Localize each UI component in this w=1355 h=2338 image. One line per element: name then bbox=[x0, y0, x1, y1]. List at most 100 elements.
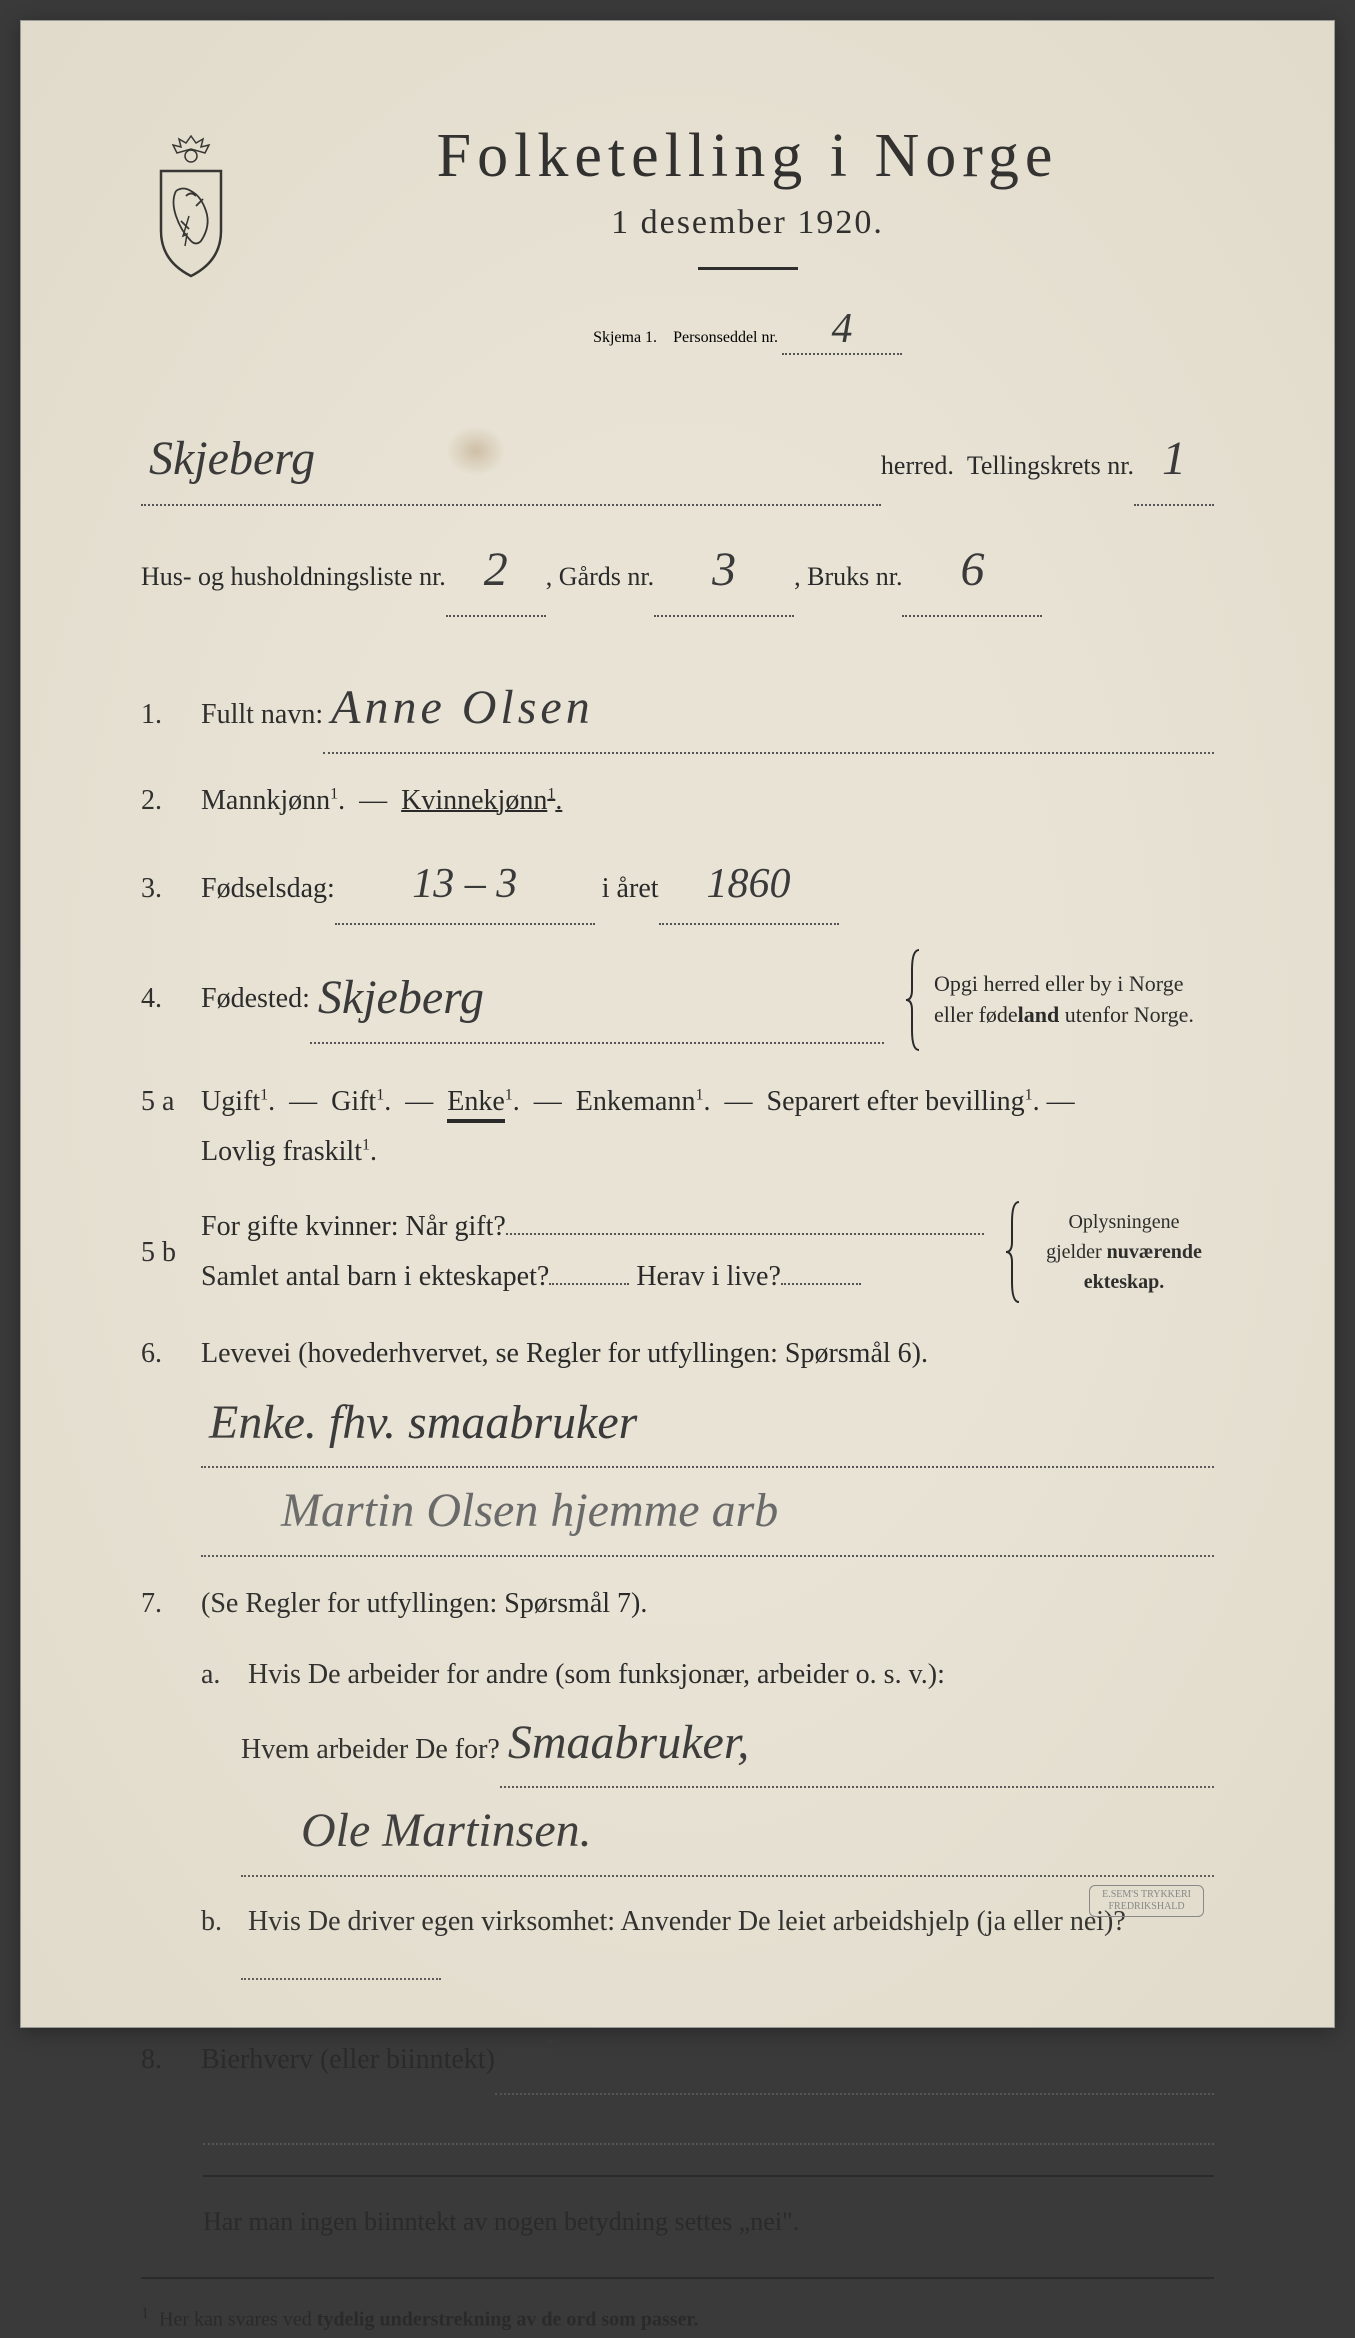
gards-label: , Gårds nr. bbox=[546, 552, 654, 601]
q4-note-bold: land bbox=[1018, 1002, 1060, 1027]
q5a-opt1: Ugift bbox=[201, 1086, 260, 1117]
printer-stamp: E.SEM'S TRYKKERI FREDRIKSHALD bbox=[1089, 1885, 1204, 1917]
q5b-note3: ekteskap. bbox=[1084, 1271, 1165, 1293]
hus-value: 2 bbox=[484, 543, 508, 596]
q5b-line1: For gifte kvinner: Når gift? bbox=[201, 1202, 984, 1252]
personseddel-field: 4 bbox=[782, 305, 902, 355]
q7a-row2: Ole Martinsen. bbox=[201, 1788, 1214, 1876]
question-6: 6. Levevei (hovederhvervet, se Regler fo… bbox=[141, 1327, 1214, 1556]
bruks-label: , Bruks nr. bbox=[794, 552, 902, 601]
q4-label: Fødested: bbox=[201, 974, 310, 1024]
form-body: Skjeberg herred. Tellingskrets nr. 1 Hus… bbox=[141, 413, 1214, 2338]
herred-label: herred. bbox=[881, 441, 954, 490]
q5a-opt4: Enkemann bbox=[576, 1086, 696, 1117]
tellingskrets-label: Tellingskrets nr. bbox=[967, 441, 1134, 490]
q7-number: 7. bbox=[141, 1577, 201, 1630]
q2-content: Mannkjønn1. — Kvinnekjønn1. bbox=[201, 776, 1214, 826]
q7a-value2: Ole Martinsen. bbox=[301, 1804, 592, 1857]
q3-content: Fødselsdag: 13 – 3 i året 1860 bbox=[201, 847, 1214, 925]
q7a-label: a. bbox=[201, 1650, 241, 1700]
shield-icon bbox=[141, 131, 241, 281]
personseddel-label: Personseddel nr. bbox=[673, 329, 778, 346]
q4-note1: Opgi herred eller by i Norge bbox=[934, 971, 1183, 996]
gards-value: 3 bbox=[712, 543, 736, 596]
hus-line: Hus- og husholdningsliste nr. 2 , Gårds … bbox=[141, 524, 1214, 617]
q4-number: 4. bbox=[141, 972, 201, 1025]
q4-brace-container: Opgi herred eller by i Norge eller fødel… bbox=[904, 945, 1214, 1055]
brace-icon bbox=[904, 945, 924, 1055]
q5b-note1: Oplysningene bbox=[1068, 1211, 1179, 1233]
q4-note2b: utenfor Norge. bbox=[1059, 1002, 1194, 1027]
q6-row1: Enke. fhv. smaabruker bbox=[201, 1380, 1214, 1468]
question-7: 7. (Se Regler for utfyllingen: Spørsmål … bbox=[141, 1577, 1214, 1630]
footnote-b: tydelig understrekning av de ord som pas… bbox=[317, 2308, 699, 2330]
q7b-field bbox=[241, 1978, 441, 1980]
q5b-number: 5 b bbox=[141, 1226, 201, 1279]
q2-number: 2. bbox=[141, 774, 201, 827]
q2-sup1: 1 bbox=[330, 785, 338, 802]
q4-content: Fødested: Skjeberg Opgi herred eller by … bbox=[201, 945, 1214, 1055]
skjema-label: Skjema 1. bbox=[593, 329, 657, 346]
q5a-opt2: Gift bbox=[331, 1086, 376, 1117]
bruks-value: 6 bbox=[960, 543, 984, 596]
footnote-a: Her kan svares ved bbox=[159, 2308, 317, 2330]
question-7a: a. Hvis De arbeider for andre (som funks… bbox=[201, 1650, 1214, 1877]
tellingskrets-value: 1 bbox=[1162, 432, 1186, 485]
title-divider bbox=[698, 267, 798, 270]
divider-line-2 bbox=[141, 2277, 1214, 2279]
q1-value: Anne Olsen bbox=[331, 681, 594, 734]
q5b-field2b bbox=[781, 1283, 861, 1285]
q7a-field1: Smaabruker, bbox=[500, 1700, 1214, 1788]
brace-icon bbox=[1004, 1197, 1024, 1307]
personseddel-value: 4 bbox=[831, 305, 852, 353]
question-4: 4. Fødested: Skjeberg Opgi herred eller … bbox=[141, 945, 1214, 1055]
q7a-text2: Hvem arbeider De for? bbox=[241, 1725, 500, 1775]
document-header: Folketelling i Norge 1 desember 1920. Sk… bbox=[141, 121, 1214, 373]
q4-side-note: Opgi herred eller by i Norge eller fødel… bbox=[934, 969, 1214, 1031]
q7a-row1: Hvem arbeider De for? Smaabruker, bbox=[201, 1700, 1214, 1788]
q5b-label2a: Samlet antal barn i ekteskapet? bbox=[201, 1252, 549, 1302]
subtitle-date: 1 desember 1920. bbox=[281, 204, 1214, 242]
question-5a: 5 a Ugift1. — Gift1. — Enke1. — Enkemann… bbox=[141, 1075, 1214, 1178]
q4-field: Skjeberg bbox=[310, 955, 884, 1043]
q4-note2: eller føde bbox=[934, 1002, 1018, 1027]
q7-label: (Se Regler for utfyllingen: Spørsmål 7). bbox=[201, 1588, 647, 1619]
q6-field2: Martin Olsen hjemme arb bbox=[201, 1468, 1214, 1556]
q5a-content: Ugift1. — Gift1. — Enke1. — Enkemann1. —… bbox=[201, 1077, 1214, 1178]
q6-row2: Martin Olsen hjemme arb bbox=[201, 1468, 1214, 1556]
q3-daymonth-field: 13 – 3 bbox=[335, 847, 595, 925]
q6-value2: Martin Olsen hjemme arb bbox=[281, 1484, 778, 1537]
question-7b: b. Hvis De driver egen virksomhet: Anven… bbox=[201, 1897, 1214, 1998]
q5b-side-note: Oplysningene gjelder nuværende ekteskap. bbox=[1034, 1207, 1214, 1297]
divider-line-1 bbox=[203, 2175, 1214, 2177]
q5b-field2a bbox=[549, 1283, 629, 1285]
stamp-line2: FREDRIKSHALD bbox=[1109, 1901, 1185, 1912]
q5b-content: For gifte kvinner: Når gift? Samlet anta… bbox=[201, 1197, 1214, 1307]
main-title: Folketelling i Norge bbox=[281, 121, 1214, 192]
title-block: Folketelling i Norge 1 desember 1920. Sk… bbox=[281, 121, 1214, 373]
hus-field: 2 bbox=[446, 524, 546, 617]
q8-extra-field bbox=[203, 2115, 1214, 2145]
q5b-brace-container: Oplysningene gjelder nuværende ekteskap. bbox=[1004, 1197, 1214, 1307]
question-8: 8. Bierhverv (eller biinntekt) nei bbox=[141, 2018, 1214, 2096]
census-form-document: Folketelling i Norge 1 desember 1920. Sk… bbox=[20, 20, 1335, 2028]
skjema-line: Skjema 1. Personseddel nr. 4 bbox=[281, 305, 1214, 355]
q7a-text1: Hvis De arbeider for andre (som funksjon… bbox=[248, 1659, 945, 1690]
q3-year-field: 1860 bbox=[659, 847, 839, 925]
q1-label: Fullt navn: bbox=[201, 690, 323, 740]
q1-field: Anne Olsen bbox=[323, 665, 1214, 753]
q8-field: nei bbox=[495, 2018, 1214, 2096]
coat-of-arms-emblem bbox=[141, 131, 241, 281]
q6-value1: Enke. fhv. smaabruker bbox=[209, 1396, 637, 1449]
q6-number: 6. bbox=[141, 1327, 201, 1380]
herred-field: Skjeberg bbox=[141, 413, 881, 506]
q5b-field1 bbox=[506, 1205, 984, 1235]
hus-label: Hus- og husholdningsliste nr. bbox=[141, 552, 446, 601]
q5b-lines: For gifte kvinner: Når gift? Samlet anta… bbox=[201, 1202, 984, 1303]
question-2: 2. Mannkjønn1. — Kvinnekjønn1. bbox=[141, 774, 1214, 827]
q7b-text: Hvis De driver egen virksomhet: Anvender… bbox=[248, 1897, 1211, 1947]
q5a-opt6: Lovlig fraskilt bbox=[201, 1136, 362, 1167]
q3-daymonth: 13 – 3 bbox=[412, 847, 517, 923]
gards-field: 3 bbox=[654, 524, 794, 617]
q8-number: 8. bbox=[141, 2033, 201, 2086]
